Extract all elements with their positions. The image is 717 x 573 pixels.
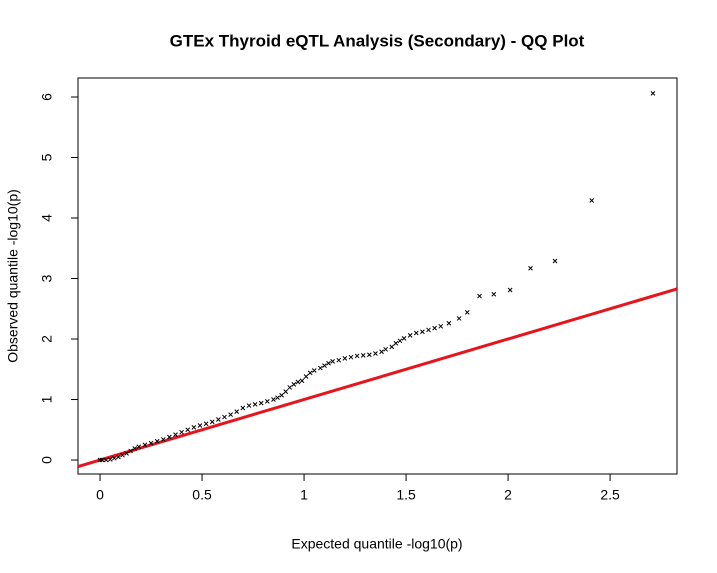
point (111, 455, 117, 461)
y-tick-label: 0 (39, 456, 55, 464)
point (160, 437, 166, 442)
x-axis-label: Expected quantile -log10(p) (291, 536, 462, 552)
point (360, 352, 366, 358)
point (330, 359, 335, 364)
point (589, 198, 595, 203)
x-tick-label: 1.5 (396, 487, 416, 503)
x-tick-label: 0.5 (192, 487, 212, 503)
point (271, 397, 276, 402)
point (103, 457, 109, 463)
point (446, 320, 452, 326)
point (438, 323, 444, 329)
point (234, 409, 240, 414)
point (124, 451, 129, 456)
point (528, 265, 533, 271)
point (373, 351, 378, 356)
point (318, 365, 323, 371)
point (107, 457, 113, 462)
point (420, 329, 425, 335)
point (167, 434, 172, 440)
point (287, 385, 293, 390)
point (311, 368, 317, 373)
y-tick-label: 5 (39, 153, 55, 161)
point (342, 356, 348, 361)
y-tick-label: 2 (39, 335, 55, 343)
y-tick-label: 1 (39, 395, 55, 403)
point (307, 370, 313, 376)
point (413, 330, 419, 336)
point (401, 336, 407, 341)
point (650, 91, 656, 96)
point (379, 349, 384, 355)
point (322, 363, 327, 368)
point (116, 454, 121, 460)
x-tick-label: 2 (504, 487, 512, 503)
point (148, 440, 154, 446)
point (354, 353, 360, 359)
plot-frame (77, 77, 678, 475)
point (283, 389, 289, 395)
point (191, 424, 197, 430)
reference-line (78, 287, 677, 468)
point (291, 382, 297, 387)
point (456, 316, 462, 321)
point (240, 405, 246, 411)
point (185, 427, 191, 433)
y-axis-label: Observed quantile -log10(p) (5, 189, 21, 363)
point (393, 340, 399, 346)
plot-area (78, 91, 677, 468)
point (491, 291, 497, 297)
point (407, 333, 413, 338)
y-tick-label: 3 (39, 274, 55, 282)
point (246, 403, 252, 408)
point (142, 442, 148, 448)
point (477, 293, 482, 299)
point (295, 379, 301, 385)
point (197, 423, 203, 428)
chart-title: GTEx Thyroid eQTL Analysis (Secondary) -… (170, 31, 585, 50)
x-tick-label: 2.5 (600, 487, 620, 503)
point (203, 421, 209, 427)
x-tick-label: 0 (96, 487, 104, 503)
point (279, 392, 284, 398)
point (426, 327, 431, 333)
point (132, 446, 138, 451)
point (258, 400, 264, 406)
point (432, 325, 437, 331)
point (464, 310, 470, 315)
point (275, 395, 280, 401)
point (136, 444, 142, 450)
point (299, 378, 305, 384)
y-tick-label: 6 (39, 93, 55, 101)
point (348, 354, 354, 360)
point (228, 412, 233, 417)
x-tick-label: 1 (300, 487, 308, 503)
point (120, 452, 125, 458)
point (389, 344, 395, 350)
point (397, 338, 403, 344)
point (264, 398, 270, 404)
point (209, 419, 215, 425)
point (222, 414, 227, 420)
point (252, 402, 258, 407)
point (507, 287, 513, 293)
point (303, 374, 309, 379)
point (336, 357, 342, 363)
point (97, 457, 103, 463)
point (552, 258, 558, 264)
point (216, 417, 221, 422)
point (326, 360, 331, 366)
point (154, 438, 160, 444)
point (128, 448, 133, 454)
point (366, 352, 372, 358)
point (179, 429, 184, 435)
point (173, 432, 178, 437)
point (383, 346, 389, 352)
y-tick-label: 4 (39, 214, 55, 222)
